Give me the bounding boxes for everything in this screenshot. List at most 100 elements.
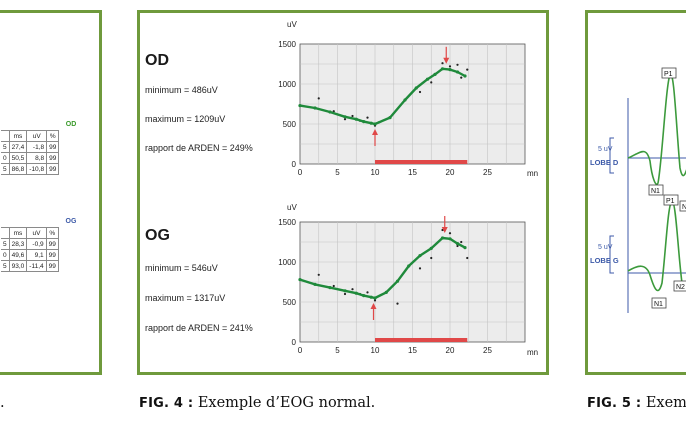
- marker-box: [673, 280, 686, 292]
- data-point: [298, 278, 302, 282]
- scatter-point: [332, 284, 335, 288]
- x-tick-label: 20: [446, 168, 455, 177]
- x-axis-label: mn: [527, 169, 538, 178]
- data-point: [343, 115, 347, 119]
- data-point: [455, 242, 460, 246]
- table-row: 5 93,0 -11,4 99: [1, 260, 59, 272]
- data-point: [373, 296, 377, 300]
- table-header: uV: [26, 130, 48, 142]
- y-tick-label: 500: [283, 120, 297, 129]
- data-point: [298, 104, 302, 108]
- x-tick-label: 25: [483, 346, 492, 355]
- stat-maximum: maximum = 1317uV: [145, 293, 225, 303]
- marker-box: [663, 194, 679, 206]
- data-point: [373, 122, 377, 126]
- lobe-label: LOBE G: [590, 256, 619, 265]
- scatter-point: [317, 97, 320, 100]
- table-row: 5 86,8 -10,8 99: [1, 163, 60, 175]
- data-point: [425, 77, 430, 81]
- marker-n1: N1: [654, 301, 663, 308]
- table-header: %: [45, 227, 59, 239]
- chart-title: OD: [145, 52, 169, 69]
- x-tick-label: 10: [371, 346, 380, 355]
- scale-bracket-d: [609, 137, 614, 174]
- table-row: 0 49,6 9,1 99: [1, 249, 59, 261]
- marker-p1: P1: [664, 71, 673, 78]
- scatter-point: [448, 232, 452, 235]
- waveform-panel: 5 uV LOBE D 5 uV LOBE G P1 N1 P1 N2 N1 N: [590, 67, 686, 313]
- scatter-point: [460, 76, 463, 79]
- table-header: %: [46, 130, 60, 142]
- table-row: 0 50,5 8,8 99: [1, 152, 60, 164]
- x-tick-label: 15: [408, 346, 417, 355]
- od-results-table: ms uV % 5 27,4 -1,8 99 0 50,5 8,8 99 5 8…: [1, 130, 60, 175]
- table-header: ms: [8, 227, 28, 239]
- scatter-point: [418, 90, 422, 94]
- stat-arden: rapport de ARDEN = 241%: [145, 323, 253, 333]
- right-figure-panel: 5 uV LOBE D 5 uV LOBE G P1 N1 P1 N2 N1 N: [585, 10, 686, 375]
- data-point: [448, 237, 452, 241]
- data-point: [384, 290, 388, 294]
- data-point: [343, 289, 347, 293]
- x-tick-label: 0: [298, 346, 303, 355]
- marker-box: [648, 184, 664, 196]
- scatter-point: [351, 288, 354, 291]
- marker-box: [679, 200, 686, 212]
- og-table-title: OG: [65, 218, 77, 225]
- data-point: [448, 68, 452, 72]
- maximum-arrowhead: [443, 57, 450, 64]
- scatter-point: [317, 273, 320, 276]
- waveform-lobe-d: [627, 73, 686, 185]
- data-point: [429, 246, 433, 250]
- scatter-point: [456, 63, 459, 66]
- og-chart: OG minimum = 546uV maximum = 1317uV rapp…: [145, 203, 538, 357]
- stat-minimum: minimum = 486uV: [145, 85, 218, 95]
- data-point: [440, 236, 445, 240]
- data-point: [455, 70, 460, 74]
- data-point: [414, 86, 418, 90]
- table-header: ms: [8, 130, 28, 142]
- stat-arden: rapport de ARDEN = 249%: [145, 143, 253, 153]
- data-point: [313, 282, 317, 286]
- table-row: 5 28,3 -0,9 99: [1, 238, 59, 250]
- scatter-point: [332, 110, 335, 113]
- scatter-point: [456, 244, 459, 248]
- fig4-label: FIG. 4 :: [139, 396, 194, 411]
- table-row: ms uV %: [1, 130, 60, 142]
- scatter-point: [373, 299, 377, 302]
- scatter-point: [396, 302, 399, 305]
- minimum-arrowhead: [370, 303, 377, 309]
- left-caption-tail: .: [0, 395, 5, 411]
- scatter-point: [366, 291, 369, 294]
- data-point: [440, 67, 445, 71]
- data-point: [407, 264, 411, 268]
- marker-n1: N1: [651, 188, 660, 195]
- scatter-point: [441, 62, 444, 65]
- data-point: [463, 246, 467, 250]
- marker-n: N: [682, 204, 686, 211]
- data-point: [354, 291, 358, 295]
- data-point: [362, 120, 366, 124]
- minimum-arrowhead: [372, 129, 378, 135]
- stat-minimum: minimum = 546uV: [145, 263, 218, 273]
- scatter-point: [351, 114, 354, 118]
- scatter-point: [460, 240, 463, 244]
- x-tick-label: 10: [371, 168, 380, 177]
- data-point: [433, 72, 437, 76]
- y-tick-label: 1500: [278, 218, 296, 227]
- fig5-text: Exem: [641, 395, 686, 411]
- data-point: [463, 74, 467, 78]
- y-tick-label: 1000: [278, 258, 296, 267]
- x-tick-label: 5: [335, 168, 340, 177]
- scatter-point: [466, 256, 469, 260]
- data-point: [395, 279, 400, 283]
- data-point: [362, 294, 366, 298]
- scatter-point: [430, 81, 433, 84]
- x-tick-label: 15: [408, 168, 417, 177]
- data-point: [354, 117, 358, 121]
- scatter-point: [466, 68, 469, 71]
- x-tick-label: 5: [335, 346, 340, 355]
- stat-maximum: maximum = 1209uV: [145, 114, 225, 124]
- data-point: [418, 254, 422, 258]
- light-period-bar: [375, 338, 468, 342]
